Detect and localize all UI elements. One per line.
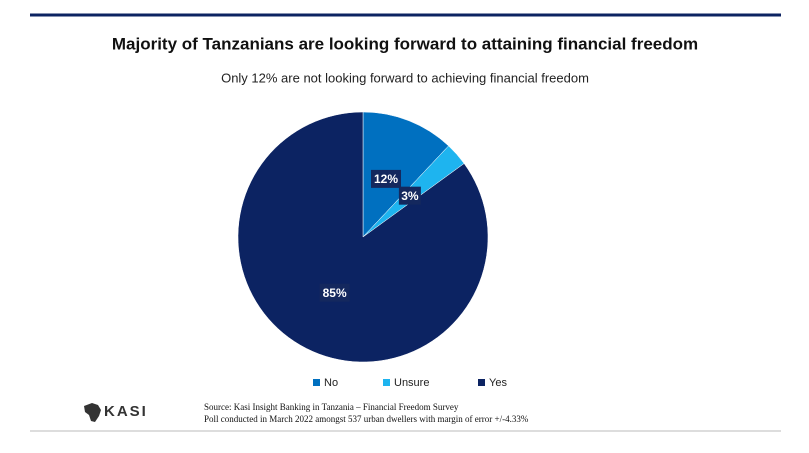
- data-label: 3%: [401, 189, 419, 203]
- chart-title: Majority of Tanzanians are looking forwa…: [112, 34, 698, 53]
- legend-swatch: [478, 379, 485, 386]
- legend-swatch: [313, 379, 320, 386]
- data-label: 12%: [374, 172, 398, 186]
- pie-slice: [237, 111, 489, 363]
- source-line: Source: Kasi Insight Banking in Tanzania…: [204, 402, 459, 412]
- logo-text: KASI: [104, 403, 148, 420]
- legend-label: Yes: [489, 377, 507, 389]
- pie-slice: [362, 111, 449, 238]
- data-label-bg: [398, 186, 421, 205]
- data-label: 85%: [323, 286, 347, 300]
- data-label-bg: [319, 283, 350, 302]
- data-label-bg: [371, 169, 402, 188]
- legend-label: Unsure: [394, 377, 429, 389]
- logo-icon: [84, 403, 101, 422]
- legend-label: No: [324, 377, 338, 389]
- chart-subtitle: Only 12% are not looking forward to achi…: [221, 70, 589, 85]
- logo: KASI: [84, 403, 148, 422]
- source-line: Poll conducted in March 2022 amongst 537…: [204, 414, 529, 424]
- legend-swatch: [383, 379, 390, 386]
